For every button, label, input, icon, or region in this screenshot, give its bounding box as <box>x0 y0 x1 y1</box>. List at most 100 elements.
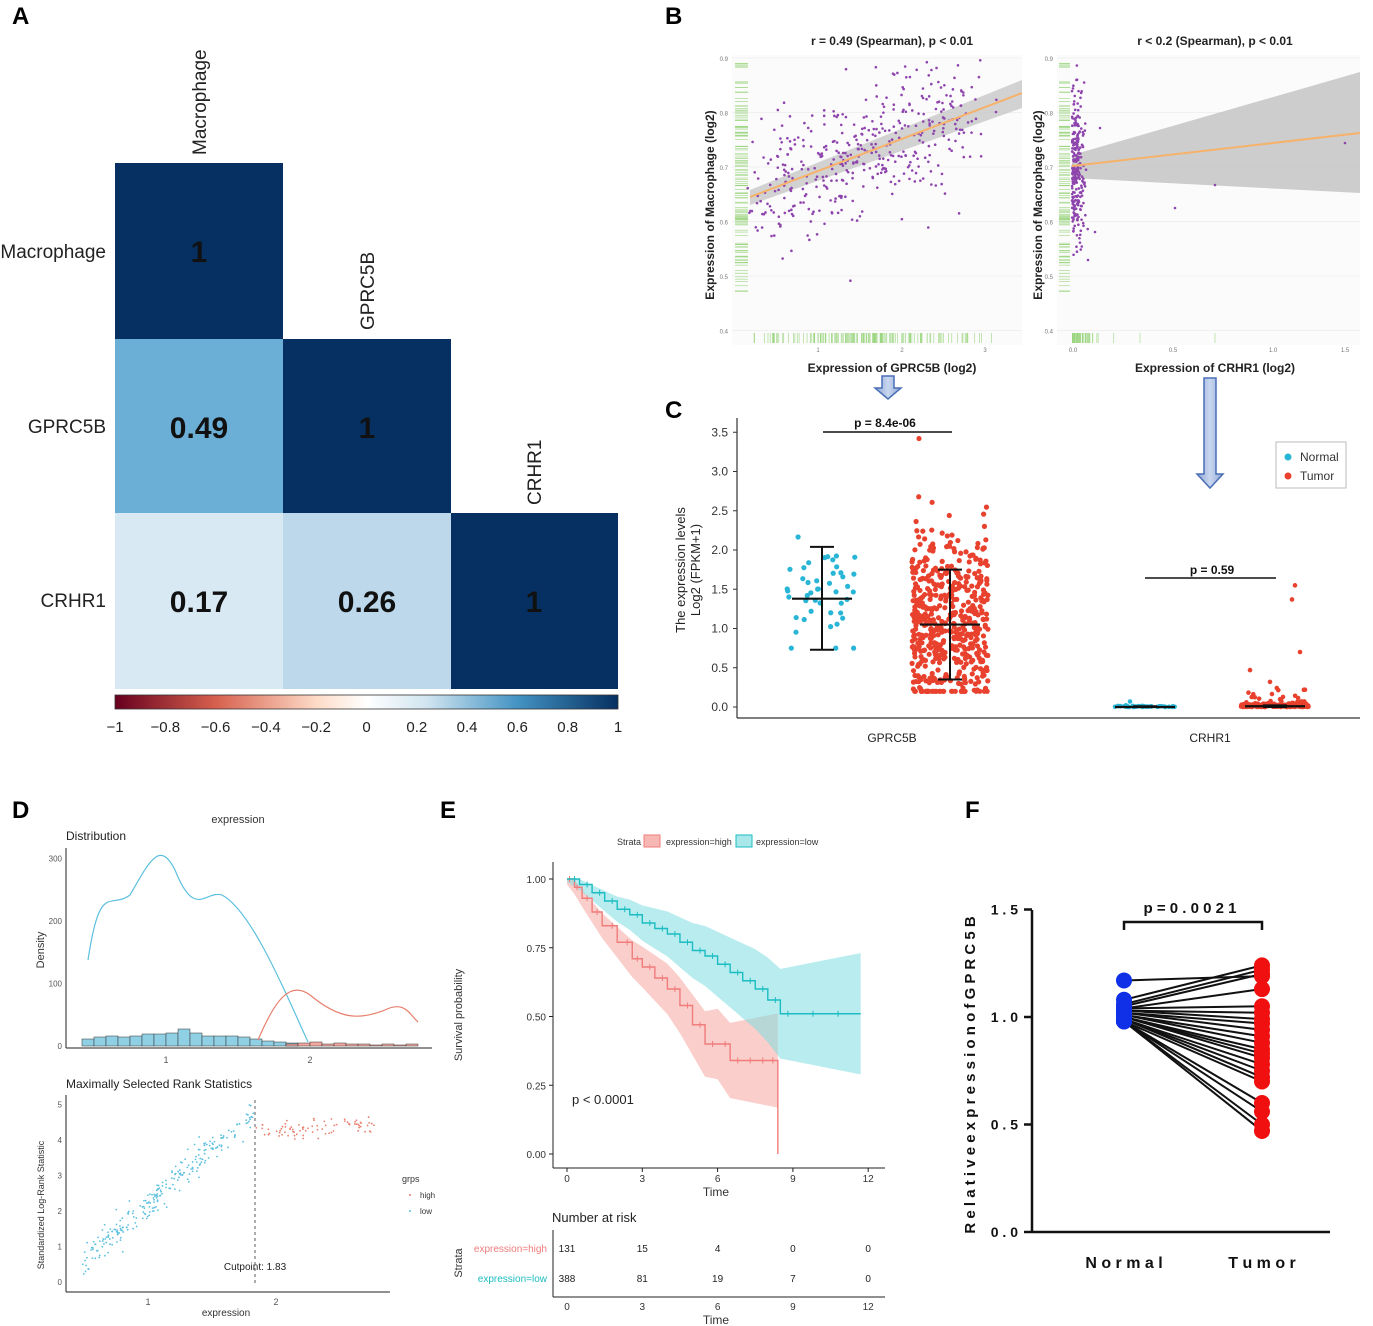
e-risk-value: 15 <box>637 1244 649 1255</box>
b1-ylabel: Expression of Macrophage (log2) <box>703 110 717 299</box>
c-point-tumor <box>926 643 932 649</box>
b1-point <box>864 98 868 102</box>
b2-point <box>1080 204 1083 208</box>
c-point-tumor <box>928 611 935 617</box>
d-rank-point-low <box>161 1181 164 1184</box>
d-rank-point-low <box>247 1113 249 1116</box>
f-ytick-label: 1 . 5 <box>991 902 1018 918</box>
d-rank-point-high <box>289 1128 291 1131</box>
c-point-normal <box>806 560 812 566</box>
b2-point <box>1080 175 1084 178</box>
colorbar-tick-label: 1 <box>614 719 622 736</box>
b1-point <box>900 93 903 97</box>
colorbar-tick-label: 0.8 <box>557 719 578 736</box>
b1-point <box>789 187 792 191</box>
b2-points <box>1070 64 1347 262</box>
c-point-tumor <box>1292 583 1298 588</box>
c-point-tumor <box>929 670 935 677</box>
f-pair-line <box>1123 1005 1263 1010</box>
b1-point <box>791 214 795 218</box>
b1-point <box>907 124 910 128</box>
c-point-tumor <box>939 558 945 564</box>
b1-point <box>818 195 821 199</box>
d-hist-bar-low <box>141 1033 155 1047</box>
d-bottom-ytick-label: 5 <box>58 1101 63 1110</box>
d-rank-point-high <box>302 1128 304 1131</box>
d-rank-point-low <box>116 1229 119 1232</box>
e-risk-value: 81 <box>637 1274 649 1285</box>
c-point-tumor <box>968 659 974 665</box>
b2-point <box>1072 229 1075 233</box>
d-rank-point-low <box>107 1251 110 1254</box>
b1-point <box>902 150 905 153</box>
d-rank-point-high <box>279 1129 282 1132</box>
c-point-tumor <box>952 610 958 616</box>
c-point-normal <box>833 645 839 651</box>
d-rank-point-low <box>121 1226 124 1229</box>
b1-point <box>994 110 998 114</box>
b1-point <box>995 98 998 102</box>
b2-ytick-label: 0.6 <box>1045 221 1054 227</box>
b2-rug <box>1059 62 1216 343</box>
b1-point <box>887 129 891 132</box>
c-point-normal <box>834 564 840 570</box>
d-hist-bar-low <box>165 1032 179 1047</box>
b1-point <box>890 138 894 141</box>
panel-a-heatmap: 1 0.49 1 0.17 0.26 1 Macrophage GPRC5B C… <box>0 49 622 736</box>
d-rank-point-high <box>316 1124 319 1127</box>
c-point-normal <box>828 610 834 616</box>
c-point-tumor <box>935 615 942 621</box>
c-point-tumor <box>923 563 929 569</box>
b1-point <box>879 171 883 175</box>
b1-point <box>914 171 918 175</box>
cell-value-crhr1-crhr1: 1 <box>526 586 543 619</box>
d-rank-point-low <box>227 1146 229 1149</box>
b1-point <box>760 226 764 229</box>
d-rank-point-low <box>134 1221 137 1224</box>
b2-point <box>1072 227 1075 230</box>
d-rank-point-low <box>148 1206 151 1208</box>
b2-point <box>1080 186 1084 190</box>
b1-point <box>881 157 885 160</box>
d-rank-point-low <box>187 1180 190 1183</box>
b2-point <box>1084 168 1088 171</box>
c-point-tumor <box>984 576 990 582</box>
b2-point <box>1072 182 1076 186</box>
c-point-tumor <box>922 613 928 619</box>
d-rank-point-low <box>178 1169 181 1171</box>
d-density-low <box>87 854 309 1043</box>
b2-point <box>1077 215 1080 219</box>
c-point-tumor <box>916 534 922 540</box>
f-ytick-label: 0 . 0 <box>991 1224 1018 1240</box>
d-rank-point-high <box>278 1135 280 1137</box>
c-point-tumor <box>970 641 976 647</box>
c-point-tumor <box>951 596 957 603</box>
b1-point <box>962 91 965 94</box>
b1-point <box>896 71 899 75</box>
b1-point <box>915 68 919 72</box>
b1-point <box>754 225 758 229</box>
cell-value-gprc5b-mac: 0.49 <box>170 412 228 445</box>
b1-point <box>897 154 901 158</box>
b1-point <box>768 204 772 208</box>
b1-point <box>930 68 933 72</box>
b1-point <box>879 115 883 118</box>
d-hist-bar-low <box>201 1035 215 1047</box>
c-errorbars <box>792 545 1305 709</box>
b1-point <box>940 110 943 113</box>
d-rank-point-low <box>127 1224 130 1226</box>
b1-point <box>786 153 789 156</box>
d-rank-point-low <box>119 1239 122 1242</box>
f-pair-line <box>1123 1009 1263 1014</box>
f-points <box>1116 957 1270 1139</box>
d-rank-point-high <box>343 1118 346 1121</box>
d-rank-point-low <box>102 1238 105 1240</box>
b1-point <box>783 173 786 177</box>
c-point-tumor <box>942 628 948 634</box>
d-rank-point-low <box>145 1217 148 1220</box>
b1-point <box>874 142 877 146</box>
e-yticks: 0.00 0.25 0.50 0.75 1.00 <box>527 875 553 1161</box>
e-risk-row-high-label: expression=high <box>474 1244 547 1255</box>
b1-point <box>949 94 952 98</box>
col-label-macrophage: Macrophage <box>190 49 211 155</box>
